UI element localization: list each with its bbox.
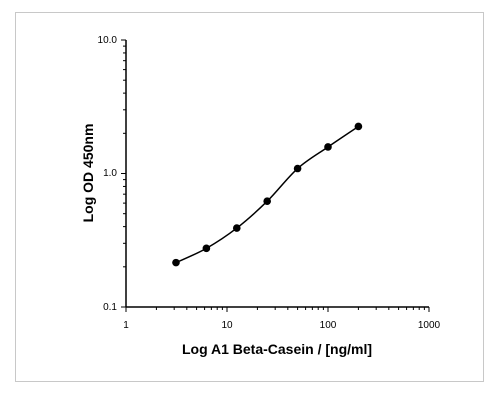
x-tick-label: 10: [221, 320, 233, 331]
y-tick-label: 10.0: [98, 35, 118, 46]
x-tick-label: 1: [123, 320, 129, 331]
x-axis-title: Log A1 Beta-Casein / [ng/ml]: [182, 341, 372, 357]
y-axis-title: Log OD 450nm: [80, 124, 96, 223]
x-tick-label: 100: [320, 320, 337, 331]
x-tick-label: 1000: [418, 320, 441, 331]
data-point: [324, 143, 332, 151]
data-points: [172, 122, 363, 267]
tick-marks: [121, 39, 430, 312]
data-point: [263, 197, 271, 206]
data-point: [172, 258, 180, 267]
data-point: [354, 122, 363, 131]
y-tick-label: 1.0: [103, 168, 117, 179]
data-point: [232, 224, 241, 232]
chart-frame: [15, 12, 484, 382]
data-point: [202, 244, 211, 253]
y-tick-label: 0.1: [103, 302, 117, 313]
data-point: [293, 164, 302, 173]
